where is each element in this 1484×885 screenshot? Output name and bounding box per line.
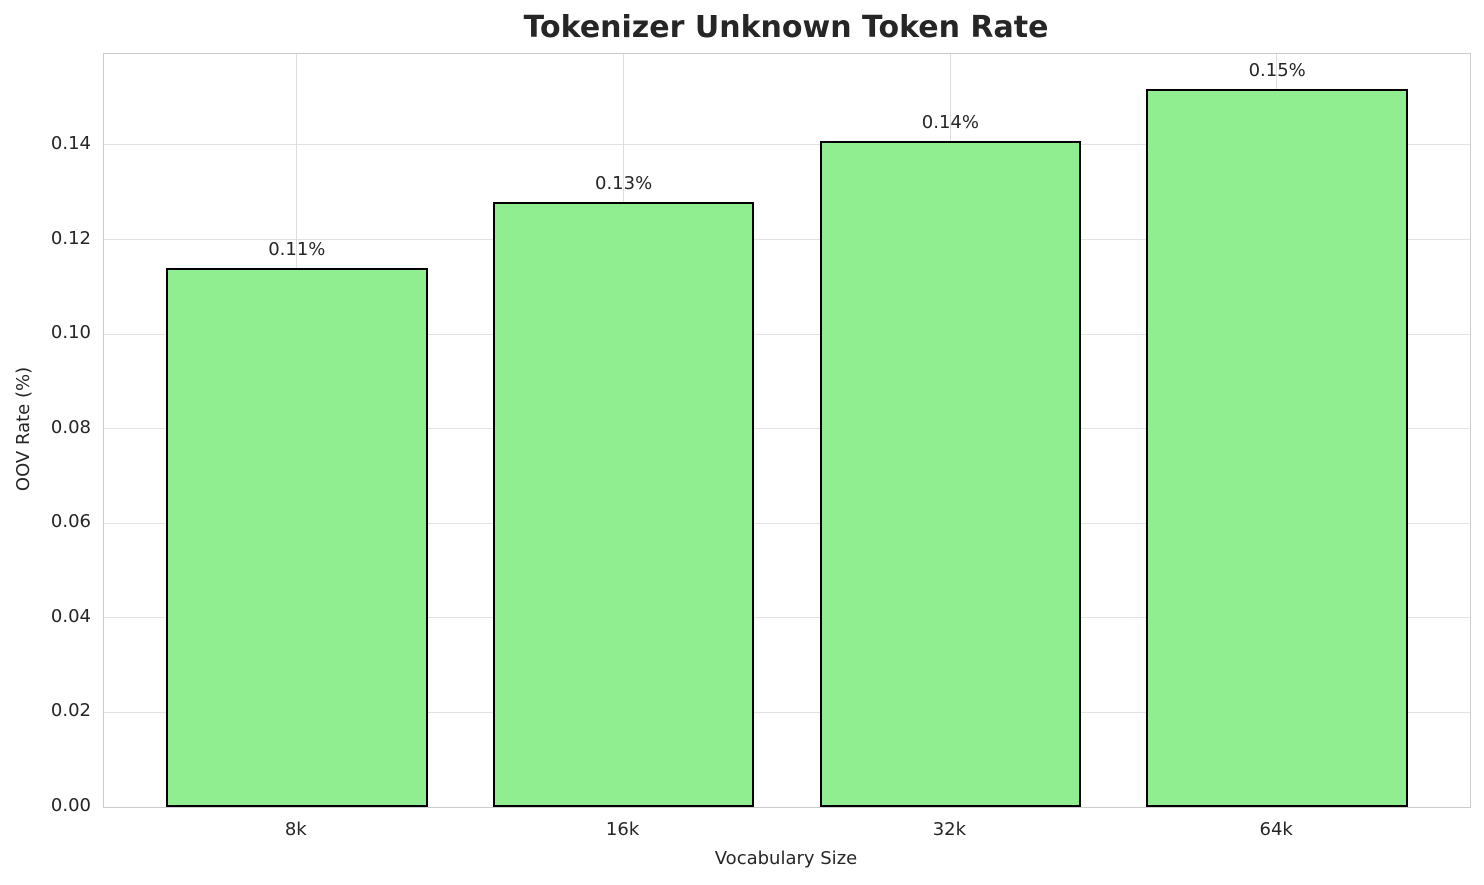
gridline-horizontal: [104, 333, 1470, 335]
bar-value-label: 0.14%: [921, 111, 979, 133]
gridline-horizontal: [104, 239, 1470, 241]
x-tick-label: 64k: [1259, 819, 1293, 840]
y-tick-label: 0.08: [50, 416, 91, 438]
bar-8k: [166, 268, 428, 807]
bar-64k: [1146, 88, 1408, 807]
y-tick-label: 0.04: [50, 605, 91, 627]
x-tick-label: 16k: [605, 819, 640, 840]
gridline-horizontal: [104, 711, 1470, 713]
y-tick-label: 0.10: [50, 322, 91, 344]
y-tick-label: 0.02: [50, 700, 91, 722]
x-axis-title: Vocabulary Size: [714, 848, 858, 869]
x-tick-label: 8k: [284, 819, 307, 840]
chart-title: Tokenizer Unknown Token Rate: [523, 10, 1049, 45]
bar-value-label: 0.11%: [268, 239, 326, 261]
gridline-horizontal: [104, 522, 1470, 524]
y-tick-label: 0.06: [50, 511, 91, 533]
bar-value-label: 0.15%: [1248, 59, 1306, 81]
x-tick-label: 32k: [932, 819, 967, 840]
plot-area: 0.11% 0.13% 0.14% 0.15%: [103, 53, 1471, 808]
gridline-horizontal: [104, 144, 1470, 146]
gridline-horizontal: [104, 428, 1470, 430]
gridline-horizontal: [104, 617, 1470, 619]
y-tick-label: 0.14: [50, 133, 91, 155]
y-tick-label: 0.12: [50, 227, 91, 249]
bar-32k: [819, 140, 1082, 807]
bar-value-label: 0.13%: [595, 172, 653, 194]
y-tick-label: 0.00: [50, 795, 91, 816]
bar-16k: [492, 201, 755, 807]
